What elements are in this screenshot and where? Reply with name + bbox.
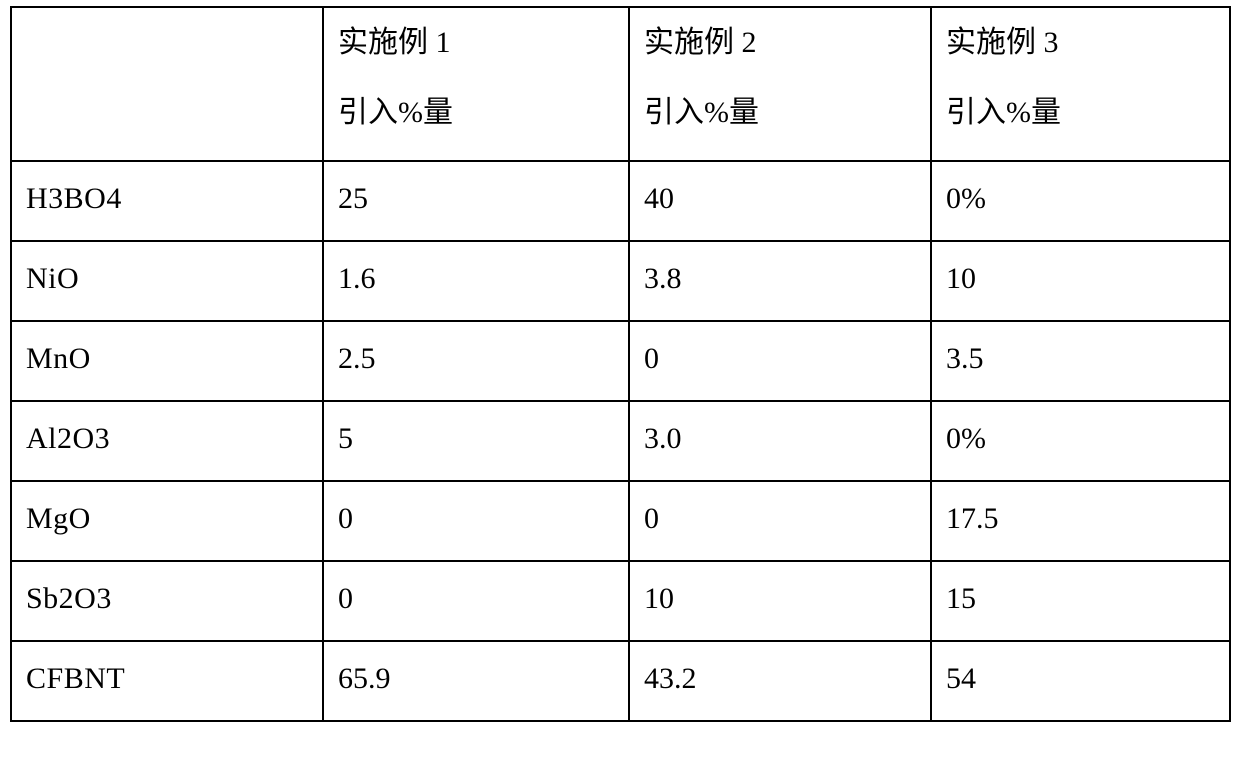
row-label: MgO	[12, 482, 322, 534]
row-value: 10	[630, 562, 930, 614]
header-cell-example-2: 实施例 2 引入%量	[629, 7, 931, 161]
row-value-cell: 0	[629, 321, 931, 401]
row-value-cell: 10	[931, 241, 1230, 321]
row-value-cell: 25	[323, 161, 629, 241]
table-row: MgO 0 0 17.5	[11, 481, 1230, 561]
row-value: 0	[630, 482, 930, 534]
row-value: 0	[630, 322, 930, 374]
row-value-cell: 43.2	[629, 641, 931, 721]
row-value: 5	[324, 402, 628, 454]
row-value-cell: 2.5	[323, 321, 629, 401]
row-value-cell: 0%	[931, 161, 1230, 241]
row-value-cell: 54	[931, 641, 1230, 721]
header-example-1-sub: 引入%量	[324, 58, 628, 128]
composition-table: 实施例 1 引入%量 实施例 2 引入%量 实施例 3 引入%量 H3BO4 2…	[10, 6, 1231, 722]
row-value-cell: 0	[323, 481, 629, 561]
table-row: CFBNT 65.9 43.2 54	[11, 641, 1230, 721]
row-value: 0	[324, 482, 628, 534]
row-value-cell: 0	[629, 481, 931, 561]
header-cell-example-1: 实施例 1 引入%量	[323, 7, 629, 161]
row-value-cell: 1.6	[323, 241, 629, 321]
header-example-3-sub: 引入%量	[932, 58, 1229, 128]
header-cell-blank	[11, 7, 323, 161]
row-value-cell: 5	[323, 401, 629, 481]
row-label-cell: Sb2O3	[11, 561, 323, 641]
header-cell-example-3: 实施例 3 引入%量	[931, 7, 1230, 161]
row-label-cell: MnO	[11, 321, 323, 401]
row-value: 25	[324, 162, 628, 214]
row-value-cell: 15	[931, 561, 1230, 641]
row-value: 65.9	[324, 642, 628, 694]
row-label-cell: CFBNT	[11, 641, 323, 721]
row-value-cell: 3.0	[629, 401, 931, 481]
row-label: NiO	[12, 242, 322, 294]
row-value-cell: 0%	[931, 401, 1230, 481]
row-value: 3.8	[630, 242, 930, 294]
row-value: 10	[932, 242, 1229, 294]
row-label: H3BO4	[12, 162, 322, 214]
table-row: Sb2O3 0 10 15	[11, 561, 1230, 641]
row-label: Al2O3	[12, 402, 322, 454]
row-value: 2.5	[324, 322, 628, 374]
header-example-2-sub: 引入%量	[630, 58, 930, 128]
row-value-cell: 3.5	[931, 321, 1230, 401]
table-header-row: 实施例 1 引入%量 实施例 2 引入%量 实施例 3 引入%量	[11, 7, 1230, 161]
row-label: CFBNT	[12, 642, 322, 694]
table-row: NiO 1.6 3.8 10	[11, 241, 1230, 321]
row-label-cell: NiO	[11, 241, 323, 321]
row-value: 43.2	[630, 642, 930, 694]
row-label: MnO	[12, 322, 322, 374]
row-value-cell: 40	[629, 161, 931, 241]
row-value: 54	[932, 642, 1229, 694]
row-label-cell: Al2O3	[11, 401, 323, 481]
row-label-cell: H3BO4	[11, 161, 323, 241]
table-row: Al2O3 5 3.0 0%	[11, 401, 1230, 481]
table-row: H3BO4 25 40 0%	[11, 161, 1230, 241]
row-value: 3.5	[932, 322, 1229, 374]
table-row: MnO 2.5 0 3.5	[11, 321, 1230, 401]
header-example-1-title: 实施例 1	[324, 8, 628, 58]
row-value: 0%	[932, 162, 1229, 214]
row-value: 0	[324, 562, 628, 614]
row-value-cell: 3.8	[629, 241, 931, 321]
row-value-cell: 17.5	[931, 481, 1230, 561]
row-value: 1.6	[324, 242, 628, 294]
row-value-cell: 65.9	[323, 641, 629, 721]
row-label-cell: MgO	[11, 481, 323, 561]
row-label: Sb2O3	[12, 562, 322, 614]
header-example-3-title: 实施例 3	[932, 8, 1229, 58]
row-value: 3.0	[630, 402, 930, 454]
row-value: 15	[932, 562, 1229, 614]
row-value-cell: 10	[629, 561, 931, 641]
row-value: 17.5	[932, 482, 1229, 534]
page: 实施例 1 引入%量 实施例 2 引入%量 实施例 3 引入%量 H3BO4 2…	[0, 0, 1239, 764]
row-value-cell: 0	[323, 561, 629, 641]
header-example-2-title: 实施例 2	[630, 8, 930, 58]
row-value: 0%	[932, 402, 1229, 454]
row-value: 40	[630, 162, 930, 214]
